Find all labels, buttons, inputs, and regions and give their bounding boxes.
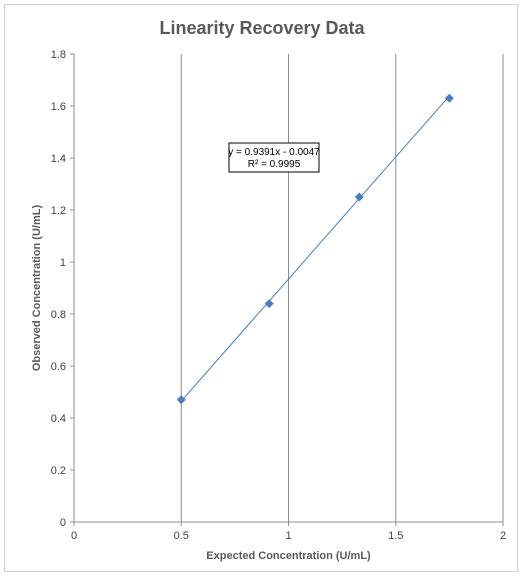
y-tick-label: 0.6 bbox=[51, 361, 66, 373]
trendline-line bbox=[180, 95, 450, 402]
x-axis-title: Expected Concentration (U/mL) bbox=[206, 550, 371, 562]
y-tick-label: 0.2 bbox=[51, 465, 66, 477]
x-tick-label: 0.5 bbox=[174, 530, 189, 542]
x-tick-label: 2 bbox=[500, 530, 506, 542]
equation-box-border bbox=[228, 142, 320, 173]
x-tick-label: 1.5 bbox=[388, 530, 403, 542]
y-tick-label: 1.6 bbox=[51, 101, 66, 113]
data-point bbox=[354, 192, 364, 202]
x-tick-label: 0 bbox=[71, 530, 77, 542]
y-tick-label: 0 bbox=[60, 517, 66, 529]
y-tick-label: 0.4 bbox=[51, 413, 66, 425]
trendline-equation: y = 0.9391x - 0.0047 bbox=[228, 147, 320, 158]
chart-title: Linearity Recovery Data bbox=[159, 18, 365, 38]
trendline bbox=[180, 95, 450, 402]
x-tick-labels: 0 0.5 1 1.5 2 bbox=[71, 530, 506, 542]
data-point bbox=[264, 299, 274, 309]
r-squared-label: R² = 0.9995 bbox=[248, 159, 301, 170]
equation-box: y = 0.9391x - 0.0047 R² = 0.9995 bbox=[228, 142, 320, 173]
y-tick-labels: 0 0.2 0.4 0.6 0.8 1 1.2 1.4 1.6 1.8 bbox=[51, 49, 66, 529]
y-tick-label: 1.2 bbox=[51, 205, 66, 217]
chart-frame bbox=[4, 4, 518, 572]
y-axis-title: Observed Concentration (U/mL) bbox=[31, 205, 43, 372]
y-tick-label: 1 bbox=[60, 257, 66, 269]
gridlines bbox=[180, 54, 504, 522]
data-point bbox=[444, 93, 454, 103]
data-point bbox=[176, 395, 186, 405]
data-points bbox=[176, 93, 454, 405]
axes bbox=[70, 53, 504, 526]
y-tick-label: 1.4 bbox=[51, 153, 66, 165]
y-tick-label: 1.8 bbox=[51, 49, 66, 61]
y-tick-label: 0.8 bbox=[51, 309, 66, 321]
x-tick-label: 1 bbox=[285, 530, 291, 542]
